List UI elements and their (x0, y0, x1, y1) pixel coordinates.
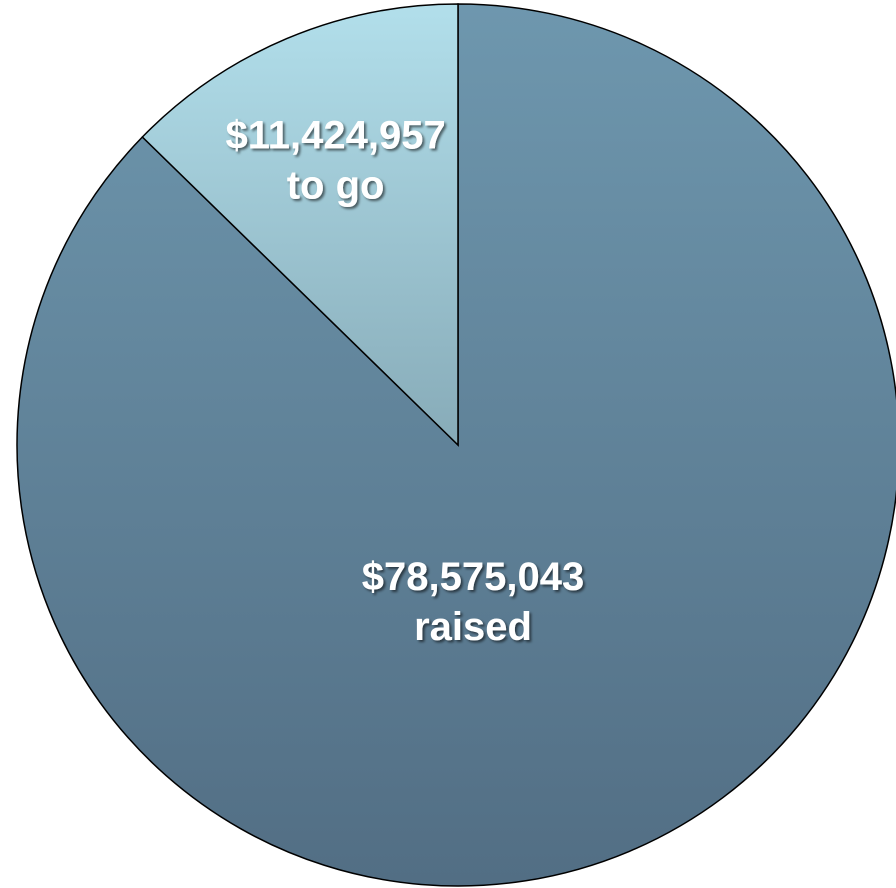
slice-value-label: $11,424,957 (225, 114, 445, 158)
slice-name-label: raised (414, 605, 532, 649)
slice-name-label: to go (287, 164, 385, 208)
pie-labels: $78,575,043 raised $11,424,957 to go (225, 114, 584, 649)
slice-value-label: $78,575,043 (362, 555, 584, 599)
pie-slices (16, 3, 896, 887)
pie-slice-raised (16, 3, 896, 887)
slice-label-raised: $78,575,043 raised (362, 555, 584, 649)
pie-slice-to-go (141, 3, 459, 447)
slice-label-to-go: $11,424,957 to go (225, 114, 445, 208)
